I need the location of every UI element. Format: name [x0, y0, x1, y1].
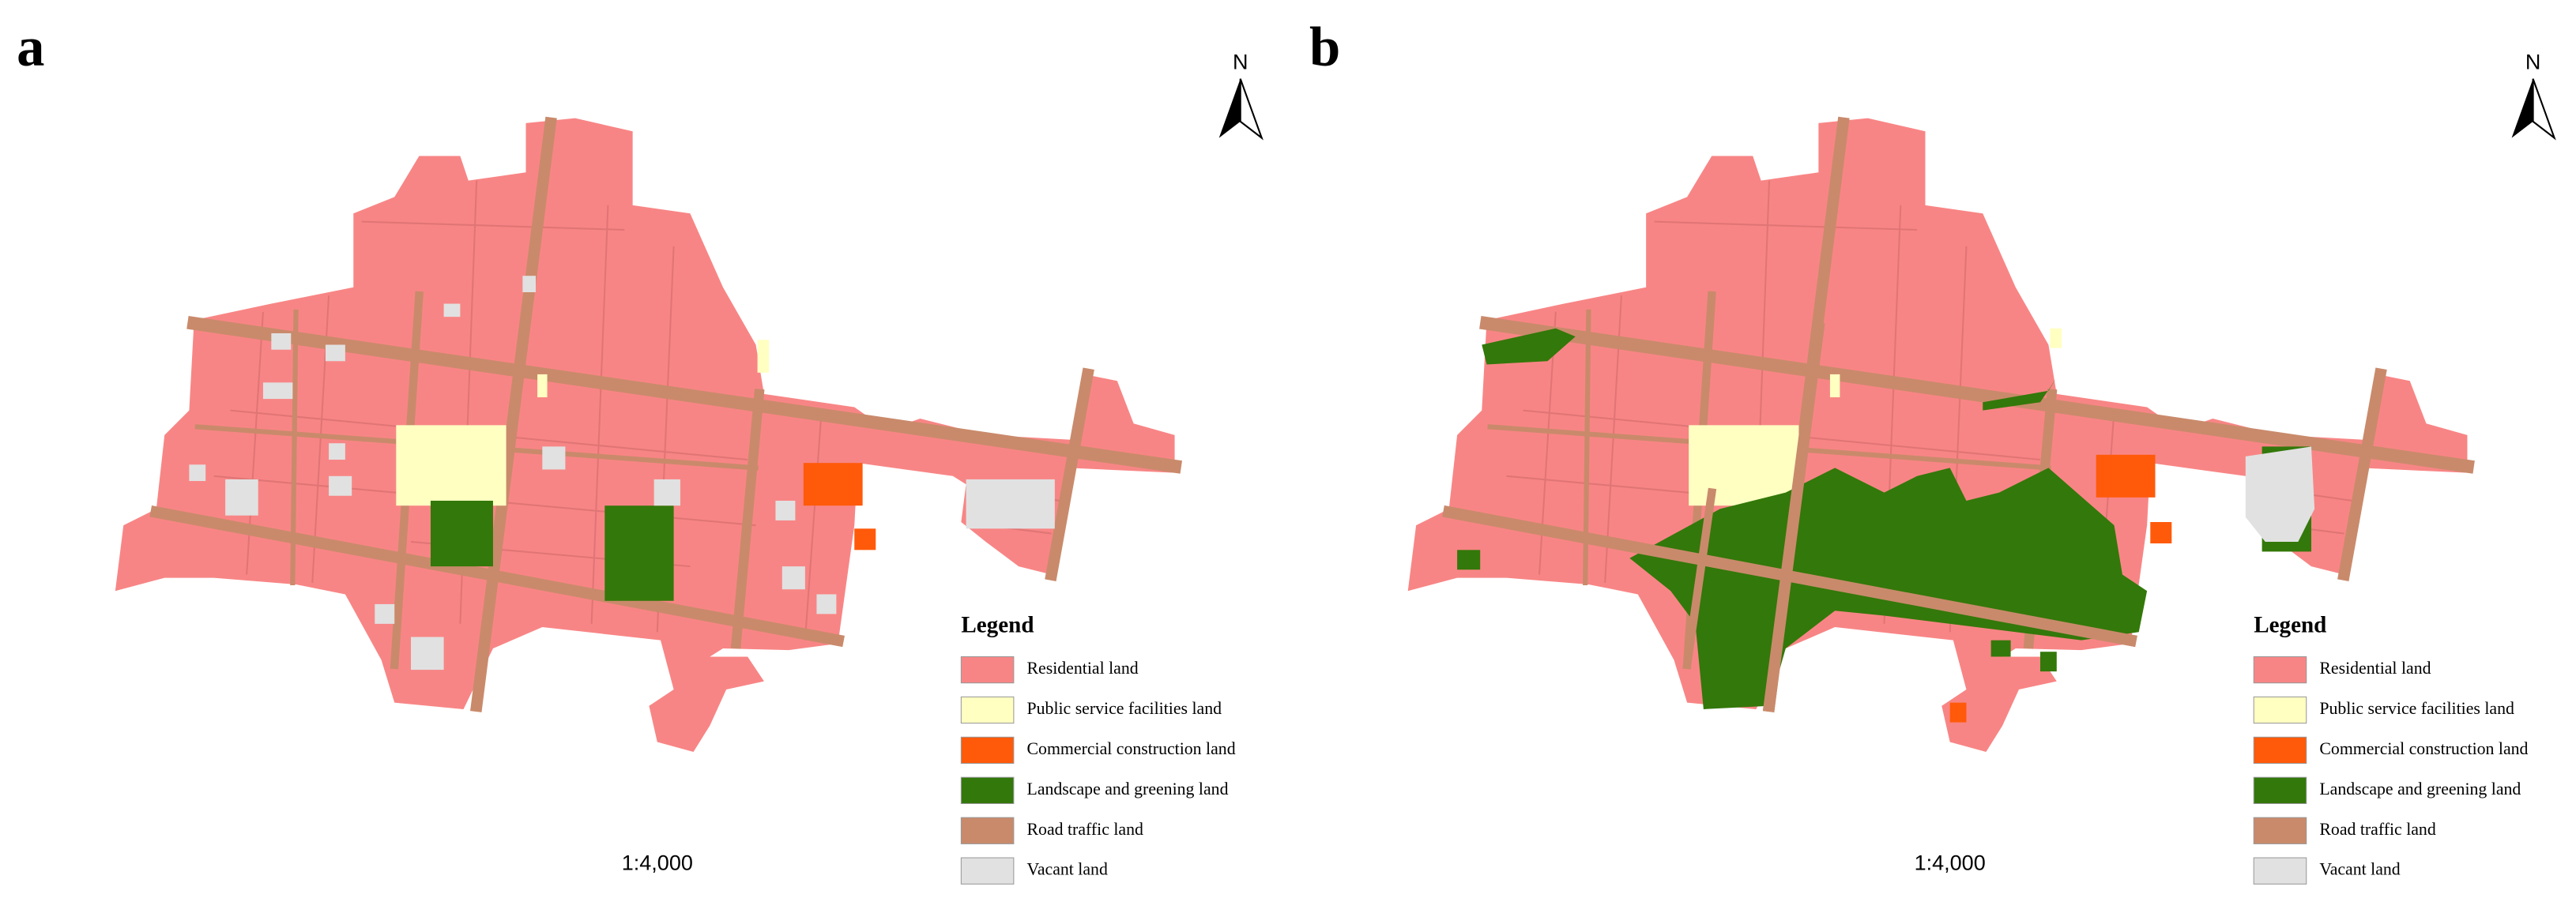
public-block — [2050, 328, 2062, 348]
legend-label: Vacant land — [1027, 860, 1108, 879]
vacant-block — [2245, 446, 2315, 542]
legend-swatch — [960, 656, 1015, 684]
legend-swatch — [960, 776, 1015, 804]
legend-swatch — [960, 736, 1015, 765]
legend-label: Public service facilities land — [2319, 699, 2514, 718]
legend-label: Landscape and greening land — [2319, 780, 2521, 798]
legend-swatch — [960, 696, 1015, 724]
scale-label: 1:4,000 — [1915, 851, 1986, 875]
panel-label: b — [1309, 17, 1340, 78]
panel: b N 1:4,000 Legend Residential land Publi… — [1309, 17, 2556, 885]
legend-label: Commercial construction land — [2319, 739, 2528, 758]
north-arrow — [2532, 78, 2556, 141]
north-label: N — [2525, 50, 2541, 73]
legend-label: Commercial construction land — [1027, 739, 1236, 758]
legend-swatch — [2253, 696, 2307, 724]
commercial-block — [2096, 454, 2156, 498]
commercial-block — [803, 463, 863, 506]
commercial-block — [2150, 521, 2172, 544]
base-map — [115, 118, 1175, 752]
green-block — [604, 505, 674, 601]
north-arrow — [1218, 78, 1241, 138]
north-label: N — [1233, 50, 1248, 73]
north-arrow — [2511, 78, 2533, 138]
commercial-block — [1949, 702, 1967, 723]
scale-label: 1:4,000 — [622, 851, 693, 875]
legend-label: Road traffic land — [2319, 820, 2435, 839]
legend-swatch — [2253, 817, 2307, 844]
legend-label: Vacant land — [2319, 860, 2400, 879]
legend-title: Legend — [961, 612, 1034, 637]
legend-swatch — [2253, 857, 2307, 885]
legend-swatch — [960, 857, 1015, 885]
legend-label: Road traffic land — [1027, 820, 1143, 839]
legend-swatch — [2253, 736, 2307, 765]
legend-swatch — [960, 817, 1015, 844]
public-block — [396, 425, 507, 506]
legend-label: Residential land — [1027, 659, 1139, 678]
legend-label: Landscape and greening land — [1027, 780, 1229, 798]
legend-swatch — [2253, 656, 2307, 684]
panel: a N 1:4,000 Legend Residential land Publi… — [17, 17, 1264, 885]
legend-title: Legend — [2254, 612, 2326, 637]
green-block — [430, 500, 493, 567]
panel-label: a — [17, 17, 44, 78]
public-block — [537, 374, 548, 398]
north-arrow — [1239, 78, 1264, 141]
vacant-blocks — [189, 276, 1055, 671]
public-block — [1829, 374, 1840, 398]
public-block — [757, 340, 770, 373]
commercial-block — [854, 528, 876, 550]
base-map — [1408, 118, 2468, 752]
public-block — [1689, 425, 1799, 506]
legend-swatch — [2253, 776, 2307, 804]
legend-label: Public service facilities land — [1027, 699, 1222, 718]
legend-label: Residential land — [2319, 659, 2431, 678]
